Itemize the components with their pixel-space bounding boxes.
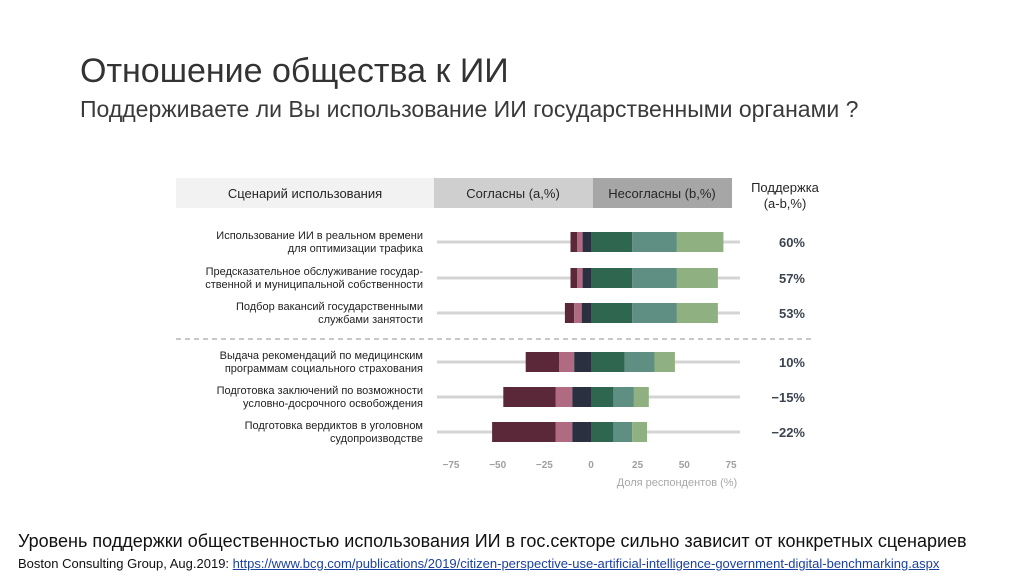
x-tick-label: −75 [443, 460, 460, 471]
bar-segment [676, 303, 718, 323]
x-axis-label: Доля респондентов (%) [617, 477, 737, 489]
bar-segment [572, 422, 591, 442]
x-tick-label: −50 [489, 460, 506, 471]
conclusion-text: Уровень поддержки общественностью исполь… [18, 531, 967, 551]
source-link[interactable]: https://www.bcg.com/publications/2019/ci… [232, 556, 940, 571]
category-label-line1: Подбор вакансий государственными [236, 301, 423, 313]
category-label-line1: Подготовка заключений по возможности [217, 385, 423, 397]
header-cell-disagree [593, 178, 732, 208]
bar-segment [582, 268, 591, 288]
x-tick-label: 50 [679, 460, 691, 471]
x-tick-label: 25 [632, 460, 644, 471]
bar-segment [591, 422, 614, 442]
bars [492, 232, 724, 442]
support-value-label: −22% [771, 425, 805, 440]
bar-segment [581, 303, 591, 323]
support-value-label: −15% [771, 390, 805, 405]
category-label-line2: для оптимизации трафика [288, 243, 424, 255]
bar-segment [564, 303, 575, 323]
bar-segment [676, 232, 724, 252]
bar-segment [582, 232, 591, 252]
bar-segment [632, 268, 677, 288]
header-scenario-label: Сценарий использования [228, 186, 382, 201]
header-agree-label: Согласны (а,%) [466, 186, 560, 201]
bar-segment [633, 387, 649, 407]
support-value-label: 60% [779, 235, 805, 250]
bar-segment [492, 422, 556, 442]
bar-segment [574, 352, 591, 372]
category-label-line2: программам социального страхования [225, 363, 423, 375]
header-support-label: Поддержка [751, 180, 820, 195]
slide-title: Отношение общества к ИИ [80, 52, 509, 90]
header-support-formula: (a-b,%) [764, 196, 807, 211]
bar-segment [676, 268, 718, 288]
bar-segment [624, 352, 655, 372]
source-prefix: Boston Consulting Group, Aug.2019: [18, 556, 233, 571]
bar-segment [559, 352, 575, 372]
bar-segment [654, 352, 675, 372]
bar-segment [555, 422, 573, 442]
x-tick-label: 0 [588, 460, 594, 471]
bar-segment [570, 232, 577, 252]
bar-segment [591, 352, 625, 372]
bar-segment [632, 303, 677, 323]
header-cell-agree [434, 178, 593, 208]
bar-segment [525, 352, 560, 372]
bar-segment [613, 387, 634, 407]
bar-segment [632, 232, 677, 252]
bar-segment [613, 422, 633, 442]
header-disagree-label: Несогласны (b,%) [608, 186, 715, 201]
header-cell-scenario [176, 178, 434, 208]
bar-segment [632, 422, 647, 442]
category-label-line1: Выдача рекомендаций по медицинским [220, 350, 423, 362]
category-label-line2: службами занятости [318, 314, 423, 326]
support-value-label: 10% [779, 355, 805, 370]
bar-segment [591, 303, 633, 323]
support-value-label: 57% [779, 271, 805, 286]
category-label-line2: судопроизводстве [330, 433, 423, 445]
category-label-line2: ственной и муниципальной собственности [205, 279, 423, 291]
x-tick-label: −25 [536, 460, 553, 471]
x-axis-ticks: −75 −50 −25 0 25 50 75 [443, 460, 737, 471]
source-citation: Boston Consulting Group, Aug.2019: https… [18, 556, 939, 571]
bar-segment [591, 268, 633, 288]
support-value-label: 53% [779, 306, 805, 321]
bar-segment [591, 387, 614, 407]
category-label-line1: Предсказательное обслуживание государ- [206, 266, 424, 278]
category-label-line2: условно-досрочного освобождения [243, 398, 423, 410]
bar-segment [503, 387, 556, 407]
bar-segment [555, 387, 573, 407]
slide-subtitle: Поддерживаете ли Вы использование ИИ гос… [80, 96, 859, 122]
bar-segment [574, 303, 582, 323]
bar-segment [591, 232, 633, 252]
category-label-line1: Использование ИИ в реальном времени [216, 230, 423, 242]
x-tick-label: 75 [725, 460, 737, 471]
bar-segment [572, 387, 591, 407]
bar-segment [570, 268, 577, 288]
bar-segment [577, 268, 583, 288]
category-label-line1: Подготовка вердиктов в уголовном [245, 420, 423, 432]
bar-segment [577, 232, 583, 252]
